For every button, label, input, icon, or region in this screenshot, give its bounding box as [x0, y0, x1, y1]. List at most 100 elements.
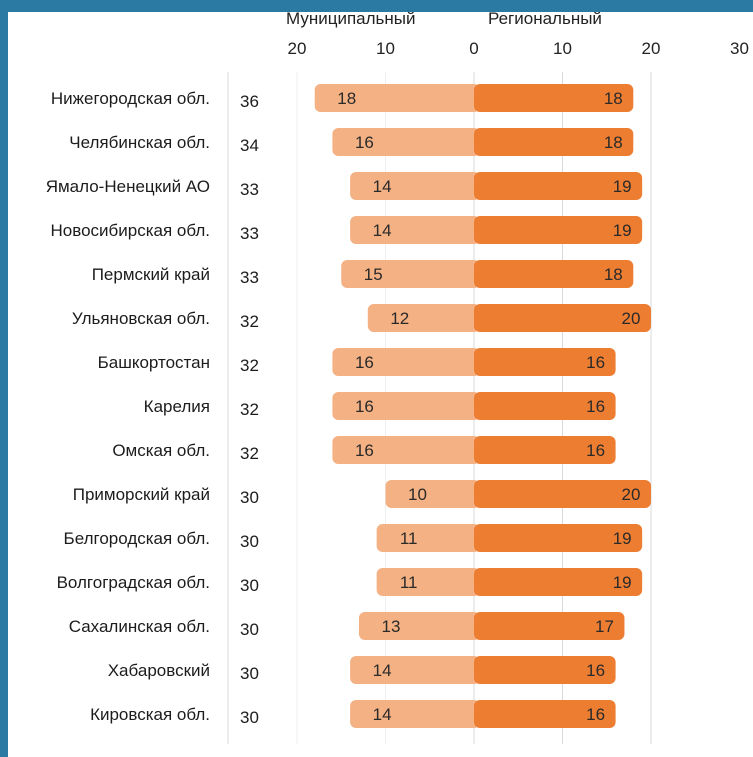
bar-label-municipal: 10 [408, 485, 427, 504]
bar-regional [474, 612, 625, 640]
row-label: Башкортостан [98, 353, 210, 372]
row-total: 30 [240, 620, 259, 639]
bar-label-municipal: 16 [355, 441, 374, 460]
bar-label-regional: 20 [622, 485, 641, 504]
row-label: Карелия [144, 397, 210, 416]
row-label: Ямало-Ненецкий АО [46, 177, 210, 196]
row-total: 30 [240, 576, 259, 595]
bar-municipal [376, 568, 480, 596]
bar-label-municipal: 15 [364, 265, 383, 284]
row-label: Сахалинская обл. [69, 617, 210, 636]
header-regional: Региональный [488, 12, 602, 28]
bar-municipal [350, 700, 480, 728]
tick-left-20: 20 [288, 39, 307, 58]
chart-row: Нижегородская обл. 36 18 18 [51, 84, 634, 112]
bar-label-regional: 16 [586, 353, 605, 372]
bar-municipal [350, 172, 480, 200]
chart-row: Ямало-Ненецкий АО 33 14 19 [46, 172, 643, 200]
bar-label-municipal: 14 [373, 221, 392, 240]
bar-label-regional: 19 [613, 573, 632, 592]
row-label: Приморский край [73, 485, 210, 504]
bar-label-regional: 19 [613, 529, 632, 548]
bar-label-municipal: 12 [390, 309, 409, 328]
chart-row: Приморский край 30 10 20 [73, 480, 651, 508]
bar-label-regional: 16 [586, 661, 605, 680]
row-label: Хабаровский [108, 661, 210, 680]
row-total: 33 [240, 180, 259, 199]
row-total: 30 [240, 488, 259, 507]
row-total: 32 [240, 312, 259, 331]
bar-municipal [350, 216, 480, 244]
bar-regional [474, 700, 616, 728]
row-label: Нижегородская обл. [51, 89, 210, 108]
tick-right-30: 30 [730, 39, 749, 58]
row-label: Волгоградская обл. [57, 573, 210, 592]
bar-label-municipal: 16 [355, 353, 374, 372]
row-label: Омская обл. [112, 441, 210, 460]
row-total: 30 [240, 664, 259, 683]
bar-municipal [332, 128, 480, 156]
bar-label-regional: 18 [604, 265, 623, 284]
bar-label-municipal: 11 [400, 573, 418, 592]
bar-regional [474, 304, 651, 332]
chart-row: Пермский край 33 15 18 [92, 260, 634, 288]
chart-row: Челябинская обл. 34 16 18 [69, 128, 634, 156]
row-total: 30 [240, 708, 259, 727]
bar-label-municipal: 14 [373, 177, 392, 196]
bar-regional [474, 260, 634, 288]
bar-regional [474, 480, 651, 508]
bar-regional [474, 216, 643, 244]
row-total: 36 [240, 92, 259, 111]
bar-label-regional: 16 [586, 397, 605, 416]
row-label: Ульяновская обл. [72, 309, 210, 328]
row-label: Белгородская обл. [64, 529, 210, 548]
bar-label-municipal: 16 [355, 133, 374, 152]
row-total: 33 [240, 224, 259, 243]
bar-regional [474, 172, 643, 200]
chart-row: Хабаровский 30 14 16 [108, 656, 616, 684]
row-total: 33 [240, 268, 259, 287]
chart-frame: Муниципальный Региональный 20 10 0 10 20 30 Н… [8, 12, 753, 757]
bar-label-regional: 19 [613, 221, 632, 240]
row-total: 32 [240, 400, 259, 419]
chart-row: Омская обл. 32 16 16 [112, 436, 616, 464]
bar-regional [474, 524, 643, 552]
tick-left-10: 10 [376, 39, 395, 58]
bar-regional [474, 436, 616, 464]
bar-label-regional: 18 [604, 133, 623, 152]
bar-label-regional: 17 [595, 617, 614, 636]
bar-municipal [376, 524, 480, 552]
chart-row: Волгоградская обл. 30 11 19 [57, 568, 643, 596]
bar-regional [474, 128, 634, 156]
row-label: Кировская обл. [90, 705, 210, 724]
bar-label-municipal: 16 [355, 397, 374, 416]
header-municipal: Муниципальный [286, 12, 416, 28]
chart-row: Сахалинская обл. 30 13 17 [69, 612, 625, 640]
chart-row: Новосибирская обл. 33 14 19 [51, 216, 643, 244]
bar-municipal [314, 84, 480, 112]
bar-municipal [332, 392, 480, 420]
bar-municipal [332, 348, 480, 376]
row-total: 32 [240, 356, 259, 375]
bar-municipal [332, 436, 480, 464]
chart-row: Башкортостан 32 16 16 [98, 348, 616, 376]
bar-municipal [341, 260, 480, 288]
chart-row: Кировская обл. 30 14 16 [90, 700, 616, 728]
bar-municipal [367, 304, 480, 332]
bar-municipal [350, 656, 480, 684]
bar-label-regional: 19 [613, 177, 632, 196]
diverging-bar-chart: Муниципальный Региональный 20 10 0 10 20 30 Н… [46, 12, 749, 744]
tick-right-10: 10 [553, 39, 572, 58]
bar-regional [474, 392, 616, 420]
bar-label-municipal: 11 [400, 529, 418, 548]
row-total: 32 [240, 444, 259, 463]
row-label: Челябинская обл. [69, 133, 210, 152]
bar-label-municipal: 14 [373, 705, 392, 724]
bar-municipal [385, 480, 480, 508]
bar-label-municipal: 18 [337, 89, 356, 108]
bar-label-regional: 20 [622, 309, 641, 328]
bar-label-regional: 16 [586, 441, 605, 460]
bar-municipal [358, 612, 480, 640]
tick-left-0: 0 [469, 39, 478, 58]
bar-regional [474, 568, 643, 596]
